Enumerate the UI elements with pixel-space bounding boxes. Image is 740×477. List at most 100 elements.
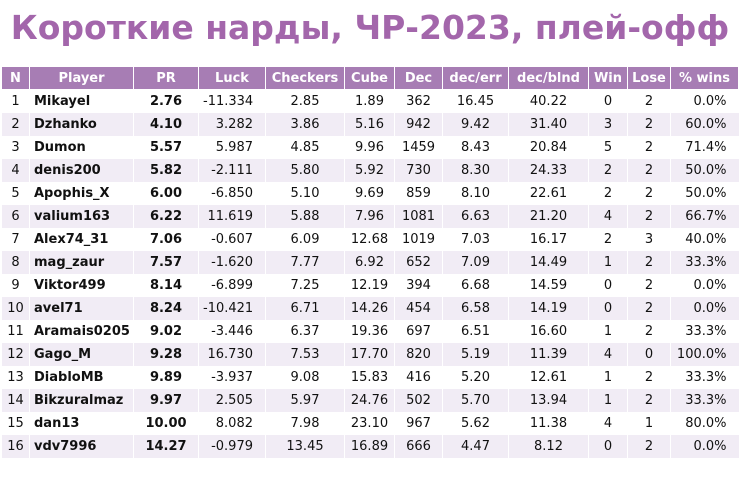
table-cell: 14.27 — [133, 435, 199, 458]
table-cell: 2 — [627, 389, 671, 412]
table-cell: 7.09 — [442, 251, 509, 274]
table-cell: 13.94 — [508, 389, 589, 412]
table-cell: 2 — [627, 320, 671, 343]
table-cell: 12.68 — [344, 228, 395, 251]
table-cell: 6.58 — [442, 297, 509, 320]
table-cell: 666 — [394, 435, 443, 458]
table-cell: 10 — [1, 297, 30, 320]
table-cell: 0 — [588, 297, 628, 320]
table-row: 9 Viktor499 8.14 -6.899 7.25 12.19 394 6.68 14.5… — [1, 274, 739, 297]
table-cell: 2 — [588, 228, 628, 251]
table-row: 1 Mikayel 2.76 -11.334 2.85 1.89 362 16.45 40.22… — [1, 89, 739, 113]
table-cell: 66.7% — [670, 205, 739, 228]
column-header: % wins — [670, 66, 739, 90]
table-cell: 71.4% — [670, 136, 739, 159]
table-cell: -0.979 — [198, 435, 266, 458]
table-row: 11 Aramais0205 9.02 -3.446 6.37 19.36 697 6.51 1… — [1, 320, 739, 343]
table-cell: 6.92 — [344, 251, 395, 274]
table-cell: 4.10 — [133, 113, 199, 136]
table-cell: 5.57 — [133, 136, 199, 159]
table-cell: 6.63 — [442, 205, 509, 228]
table-cell: 6.22 — [133, 205, 199, 228]
table-cell: 5.10 — [265, 182, 345, 205]
table-cell: 33.3% — [670, 251, 739, 274]
table-cell: 0 — [627, 343, 671, 366]
table-cell: 50.0% — [670, 182, 739, 205]
table-cell: 22.61 — [508, 182, 589, 205]
table-row: 15 dan13 10.00 8.082 7.98 23.10 967 5.62 11.38 4 1… — [1, 412, 739, 435]
table-cell: 1 — [588, 320, 628, 343]
table-cell: 362 — [394, 89, 443, 113]
table-row: 7 Alex74_31 7.06 -0.607 6.09 12.68 1019 7.03 16.… — [1, 228, 739, 251]
table-cell: 9.02 — [133, 320, 199, 343]
table-cell: 8.12 — [508, 435, 589, 458]
table-cell: 5.16 — [344, 113, 395, 136]
table-cell: DiabloMB — [29, 366, 134, 389]
table-cell: 5.987 — [198, 136, 266, 159]
table-cell: 4 — [588, 205, 628, 228]
table-row: 10 avel71 8.24 -10.421 6.71 14.26 454 6.58 14.19… — [1, 297, 739, 320]
table-cell: -6.899 — [198, 274, 266, 297]
table-cell: 7.06 — [133, 228, 199, 251]
table-cell: 8 — [1, 251, 30, 274]
table-cell: 6.68 — [442, 274, 509, 297]
table-cell: vdv7996 — [29, 435, 134, 458]
table-cell: 2 — [627, 251, 671, 274]
table-cell: 942 — [394, 113, 443, 136]
table-cell: 652 — [394, 251, 443, 274]
table-cell: 859 — [394, 182, 443, 205]
table-cell: 9.42 — [442, 113, 509, 136]
table-cell: 40.22 — [508, 89, 589, 113]
table-cell: Mikayel — [29, 89, 134, 113]
table-cell: denis200 — [29, 159, 134, 182]
header-row: N Player PR Luck Checkers Cube Dec dec/err dec/b… — [1, 66, 739, 90]
table-cell: 454 — [394, 297, 443, 320]
table-cell: 9.28 — [133, 343, 199, 366]
table-cell: 9.08 — [265, 366, 345, 389]
column-header: Checkers — [265, 66, 345, 90]
table-cell: 4 — [1, 159, 30, 182]
table-cell: 19.36 — [344, 320, 395, 343]
table-cell: 6.37 — [265, 320, 345, 343]
table-cell: 10.00 — [133, 412, 199, 435]
table-row: 14 Bikzuralmaz 9.97 2.505 5.97 24.76 502 5.70 13… — [1, 389, 739, 412]
results-table: N Player PR Luck Checkers Cube Dec dec/err dec/b… — [1, 66, 739, 458]
table-row: 2 Dzhanko 4.10 3.282 3.86 5.16 942 9.42 31.40 3 2 6… — [1, 113, 739, 136]
table-cell: -0.607 — [198, 228, 266, 251]
table-cell: 16.730 — [198, 343, 266, 366]
table-cell: 1 — [588, 251, 628, 274]
table-cell: 6.51 — [442, 320, 509, 343]
table-cell: 20.84 — [508, 136, 589, 159]
table-cell: 14.26 — [344, 297, 395, 320]
table-cell: 100.0% — [670, 343, 739, 366]
table-cell: 24.76 — [344, 389, 395, 412]
table-cell: 3 — [627, 228, 671, 251]
column-header: N — [1, 66, 30, 90]
table-cell: 5.70 — [442, 389, 509, 412]
column-header: Win — [588, 66, 628, 90]
table-cell: 820 — [394, 343, 443, 366]
table-cell: 2 — [588, 159, 628, 182]
table-cell: 7.98 — [265, 412, 345, 435]
table-cell: 2 — [627, 113, 671, 136]
table-cell: 4.85 — [265, 136, 345, 159]
table-cell: 11 — [1, 320, 30, 343]
table-cell: 5.82 — [133, 159, 199, 182]
table-cell: 5.20 — [442, 366, 509, 389]
table-cell: Viktor499 — [29, 274, 134, 297]
column-header: Cube — [344, 66, 395, 90]
table-cell: Dumon — [29, 136, 134, 159]
table-cell: 0.0% — [670, 297, 739, 320]
table-cell: 60.0% — [670, 113, 739, 136]
table-row: 13 DiabloMB 9.89 -3.937 9.08 15.83 416 5.20 12.6… — [1, 366, 739, 389]
table-cell: 7.77 — [265, 251, 345, 274]
table-cell: 0 — [588, 274, 628, 297]
table-cell: 11.39 — [508, 343, 589, 366]
table-cell: 16.45 — [442, 89, 509, 113]
table-cell: 5 — [588, 136, 628, 159]
table-cell: 7.03 — [442, 228, 509, 251]
column-header: Dec — [394, 66, 443, 90]
table-cell: 416 — [394, 366, 443, 389]
table-cell: 5.62 — [442, 412, 509, 435]
table-cell: 2 — [627, 182, 671, 205]
